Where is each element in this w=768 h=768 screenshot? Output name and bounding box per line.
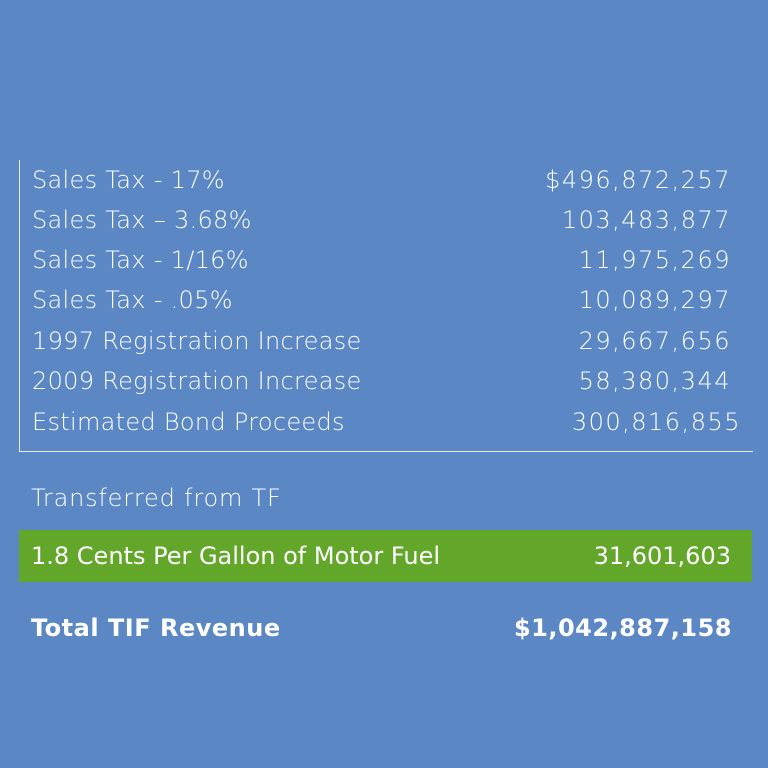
motor-fuel-row: 1.8 Cents Per Gallon of Motor Fuel 31,60… [19,530,752,582]
transferred-heading: Transferred from TF [31,484,282,512]
table-row: Sales Tax - .05% 10,089,297 [32,280,753,320]
row-value: 58,380,344 [578,367,731,395]
row-value: 103,483,877 [561,206,731,234]
row-label: 2009 Registration Increase [32,367,362,395]
row-label: Sales Tax - 1/16% [32,246,249,274]
row-label: Sales Tax - 17% [32,166,225,194]
table-row: Sales Tax - 17% $496,872,257 [32,160,753,200]
total-revenue-row: Total TIF Revenue $1,042,887,158 [31,610,732,646]
table-row: 2009 Registration Increase 58,380,344 [32,361,753,401]
row-value: 10,089,297 [578,286,731,314]
row-label: 1997 Registration Increase [32,327,362,355]
row-label: 1.8 Cents Per Gallon of Motor Fuel [31,542,440,570]
row-label: Estimated Bond Proceeds [32,408,345,436]
table-row: Estimated Bond Proceeds 300,816,855 [32,402,753,442]
row-value: 11,975,269 [578,246,731,274]
row-label: Sales Tax - .05% [32,286,233,314]
table-row: 1997 Registration Increase 29,667,656 [32,321,753,361]
total-label: Total TIF Revenue [31,614,281,642]
table-row: Sales Tax – 3.68% 103,483,877 [32,200,753,240]
total-value: $1,042,887,158 [513,614,732,642]
row-label: Sales Tax – 3.68% [32,206,252,234]
row-value: 31,601,603 [593,542,731,570]
row-value: $496,872,257 [545,166,731,194]
row-value: 300,816,855 [571,408,741,436]
row-value: 29,667,656 [578,327,731,355]
revenue-table: Sales Tax - 17% $496,872,257 Sales Tax –… [19,160,753,452]
table-row: Sales Tax - 1/16% 11,975,269 [32,240,753,280]
